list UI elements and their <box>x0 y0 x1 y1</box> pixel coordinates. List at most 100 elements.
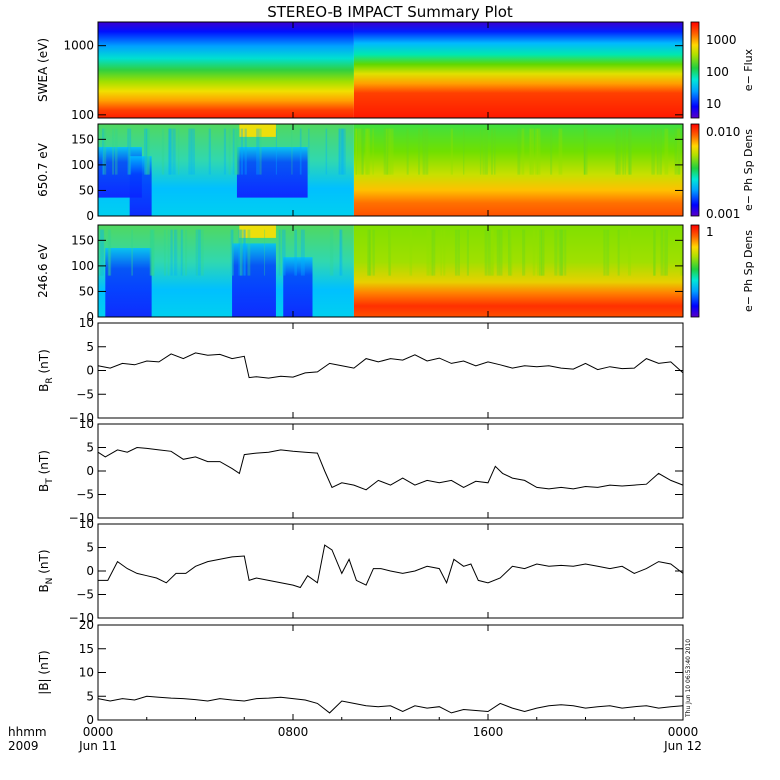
texture-stripe <box>369 229 372 276</box>
texture-stripe <box>176 229 178 276</box>
texture-stripe <box>364 128 369 175</box>
y-tick-label: 10 <box>79 517 94 531</box>
texture-stripe <box>624 128 626 175</box>
texture-stripe <box>148 128 151 175</box>
texture-stripe <box>653 229 656 276</box>
texture-stripe <box>223 128 227 175</box>
low-density-block <box>232 243 276 317</box>
texture-stripe <box>427 229 431 276</box>
texture-stripe <box>606 229 610 276</box>
texture-stripe <box>145 128 147 175</box>
y-tick-label: 50 <box>79 284 94 298</box>
texture-stripe <box>366 128 371 175</box>
texture-stripe <box>531 128 535 175</box>
texture-stripe <box>244 229 246 276</box>
texture-stripe <box>241 229 243 276</box>
texture-stripe <box>259 128 262 175</box>
line-panel-BT: 10 5 0 −5 −10 BT (nT) <box>37 417 684 525</box>
swea-field-early <box>98 22 354 118</box>
texture-stripe <box>384 128 388 175</box>
y-tick-label: 5 <box>86 689 94 703</box>
pad-field-late <box>353 225 683 317</box>
y-tick-label: 100 <box>71 108 94 122</box>
texture-stripe <box>361 128 363 175</box>
texture-stripe <box>338 128 341 175</box>
y-tick-label: 0 <box>86 713 94 727</box>
texture-stripe <box>499 229 503 276</box>
texture-stripe <box>466 229 469 276</box>
texture-stripe <box>440 229 442 276</box>
texture-stripe <box>98 229 101 276</box>
texture-stripe <box>291 128 293 175</box>
texture-stripe <box>195 229 197 276</box>
texture-stripe <box>677 128 681 175</box>
hot-spot <box>239 124 276 137</box>
colorbar <box>690 123 700 217</box>
texture-stripe <box>150 229 153 276</box>
panel-frame <box>97 21 684 119</box>
texture-stripe <box>102 128 107 175</box>
texture-stripe <box>100 229 105 276</box>
texture-stripe <box>517 128 521 175</box>
y-tick-label: 20 <box>79 618 94 632</box>
texture-stripe <box>339 128 343 175</box>
texture-stripe <box>231 229 234 276</box>
panel-frame <box>97 123 684 217</box>
y-tick-label: 5 <box>86 340 94 354</box>
texture-stripe <box>170 229 173 276</box>
colorbar-label: e− Ph Sp Dens <box>742 129 755 211</box>
texture-stripe <box>107 229 112 276</box>
texture-stripe <box>443 229 446 276</box>
texture-stripe <box>240 229 242 276</box>
texture-stripe <box>264 229 266 276</box>
y-tick-label: 1000 <box>63 39 94 53</box>
texture-stripe <box>342 128 346 175</box>
line-panel-Bmag: 20 15 10 5 0 |B| (nT) <box>37 618 684 727</box>
texture-stripe <box>100 229 104 276</box>
y-tick-label: −5 <box>76 588 94 602</box>
y-tick-label: 0 <box>86 310 94 324</box>
x-axis-format-label: hhmm <box>8 725 47 739</box>
texture-stripe <box>144 128 149 175</box>
texture-stripe <box>146 128 148 175</box>
texture-stripe <box>163 229 166 276</box>
texture-stripe <box>152 229 155 276</box>
texture-stripe <box>228 128 231 175</box>
texture-stripe <box>536 229 541 276</box>
texture-stripe <box>151 229 154 276</box>
texture-stripe <box>656 128 659 175</box>
texture-stripe <box>131 229 133 276</box>
texture-stripe <box>554 229 558 276</box>
y-axis-label: SWEA (eV) <box>36 38 50 102</box>
texture-stripe <box>149 229 152 276</box>
texture-stripe <box>114 128 118 175</box>
low-density-block <box>236 147 308 198</box>
y-tick-label: 100 <box>71 158 94 172</box>
texture-stripe <box>234 128 238 175</box>
texture-stripe <box>663 229 667 276</box>
y-tick-label: −10 <box>69 511 94 525</box>
y-axis-label: |B| (nT) <box>37 650 51 694</box>
colorbar <box>690 224 700 318</box>
texture-stripe <box>180 229 183 276</box>
x-tick-label: 0800 <box>278 725 309 739</box>
texture-stripe <box>583 128 586 175</box>
texture-stripe <box>558 128 563 175</box>
texture-stripe <box>256 128 260 175</box>
texture-stripe <box>529 128 532 175</box>
texture-stripe <box>150 229 154 276</box>
y-tick-label: 0 <box>86 464 94 478</box>
texture-stripe <box>674 128 677 175</box>
texture-stripe <box>325 128 328 175</box>
texture-stripe <box>457 229 460 276</box>
texture-stripe <box>509 229 513 276</box>
texture-stripe <box>541 229 545 276</box>
texture-stripe <box>294 229 297 276</box>
texture-stripe <box>664 229 669 276</box>
texture-stripe <box>450 128 453 175</box>
texture-stripe <box>484 229 488 276</box>
texture-stripe <box>367 229 371 276</box>
texture-stripe <box>628 128 632 175</box>
texture-stripe <box>167 229 170 276</box>
